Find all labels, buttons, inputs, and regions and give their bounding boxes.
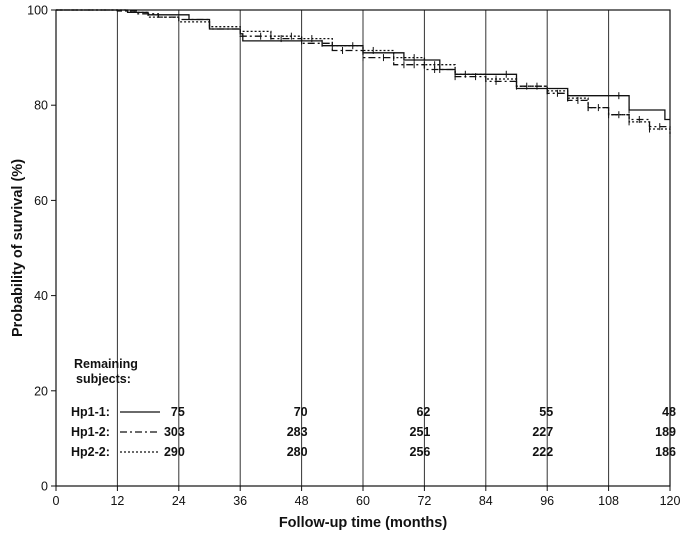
x-tick-label-36: 36 (233, 494, 247, 508)
y-tick-label-40: 40 (34, 289, 48, 303)
risk-count-2-4: 186 (655, 445, 676, 459)
risk-row-label-0: Hp1-1: (71, 405, 110, 419)
risk-count-1-1: 283 (287, 425, 308, 439)
x-tick-label-72: 72 (417, 494, 431, 508)
y-tick-label-0: 0 (41, 480, 48, 494)
risk-count-2-0: 290 (164, 445, 185, 459)
risk-count-1-3: 227 (532, 425, 553, 439)
x-tick-label-108: 108 (598, 494, 619, 508)
y-axis-title: Probability of survival (%) (10, 159, 26, 337)
x-tick-label-60: 60 (356, 494, 370, 508)
risk-count-2-3: 222 (532, 445, 553, 459)
risk-table-title-1: Remaining (74, 357, 138, 371)
y-tick-label-100: 100 (27, 4, 48, 18)
x-tick-label-48: 48 (295, 494, 309, 508)
x-tick-label-120: 120 (660, 494, 681, 508)
axis-ticks: 0 12 24 36 48 60 72 84 96 108 120 0 20 40 60 80 100 (27, 4, 680, 509)
y-tick-label-60: 60 (34, 194, 48, 208)
risk-row-label-1: Hp1-2: (71, 425, 110, 439)
x-tick-label-84: 84 (479, 494, 493, 508)
x-tick-label-12: 12 (110, 494, 124, 508)
risk-table-title-2: subjects: (76, 372, 131, 386)
risk-count-2-2: 256 (410, 445, 431, 459)
x-tick-label-0: 0 (53, 494, 60, 508)
risk-count-1-2: 251 (410, 425, 431, 439)
risk-count-2-1: 280 (287, 445, 308, 459)
x-tick-label-24: 24 (172, 494, 186, 508)
risk-count-0-3: 55 (539, 405, 553, 419)
risk-count-0-1: 70 (294, 405, 308, 419)
grid-lines (116, 10, 610, 486)
risk-count-1-4: 189 (655, 425, 676, 439)
risk-count-0-0: 75 (171, 405, 185, 419)
x-tick-label-96: 96 (540, 494, 554, 508)
y-tick-label-80: 80 (34, 99, 48, 113)
risk-row-label-2: Hp2-2: (71, 445, 110, 459)
y-tick-label-20: 20 (34, 384, 48, 398)
x-axis-title: Follow-up time (months) (279, 515, 448, 531)
risk-count-0-4: 48 (662, 405, 676, 419)
risk-count-1-0: 303 (164, 425, 185, 439)
risk-count-0-2: 62 (416, 405, 430, 419)
series-line-hp1-1 (56, 9, 670, 121)
series-line-hp2-2 (56, 9, 671, 137)
series-layer (56, 9, 671, 137)
